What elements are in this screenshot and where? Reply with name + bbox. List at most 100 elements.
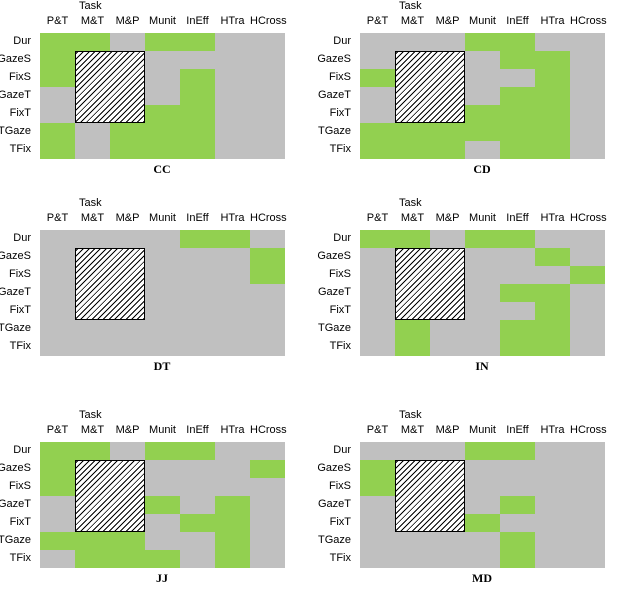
row-header: GazeT: [317, 89, 351, 101]
cell-not-significant: [180, 338, 215, 356]
row-header: FixS: [9, 268, 31, 280]
cell-not-significant: [500, 69, 535, 87]
cell-not-significant: [250, 550, 285, 568]
column-header: P&T: [46, 424, 69, 436]
cell-not-significant: [40, 266, 75, 284]
row-header: TGaze: [0, 125, 31, 137]
cell-not-significant: [430, 532, 465, 550]
cell-not-significant: [110, 320, 145, 338]
cell-not-significant: [465, 460, 500, 478]
cell-not-significant: [110, 338, 145, 356]
cell-not-significant: [570, 496, 605, 514]
heatmap-panel-cc: Task P&T M&T M&P Munit InEff HTra HCross Dur Gaze…: [0, 0, 300, 190]
cell-not-significant: [430, 442, 465, 460]
column-header: Munit: [469, 15, 496, 27]
cell-significant: [500, 123, 535, 141]
cell-not-significant: [465, 51, 500, 69]
hatched-na-block: [75, 248, 145, 320]
column-header: HTra: [220, 424, 245, 436]
cell-not-significant: [360, 248, 395, 266]
cell-significant: [75, 532, 110, 550]
row-header: GazeS: [0, 53, 31, 65]
cell-not-significant: [145, 478, 180, 496]
column-header: Munit: [469, 424, 496, 436]
cell-not-significant: [40, 284, 75, 302]
row-header: Dur: [13, 35, 31, 47]
cell-not-significant: [570, 442, 605, 460]
cell-significant: [360, 69, 395, 87]
cell-not-significant: [180, 266, 215, 284]
cell-not-significant: [215, 87, 250, 105]
cell-not-significant: [535, 230, 570, 248]
cell-not-significant: [40, 302, 75, 320]
cell-not-significant: [250, 478, 285, 496]
cell-significant: [215, 514, 250, 532]
cell-not-significant: [250, 230, 285, 248]
cell-not-significant: [180, 550, 215, 568]
hatched-na-block: [75, 51, 145, 123]
cell-not-significant: [360, 302, 395, 320]
cell-significant: [465, 105, 500, 123]
column-header: P&T: [46, 212, 69, 224]
cell-not-significant: [40, 87, 75, 105]
cell-not-significant: [40, 320, 75, 338]
cell-not-significant: [535, 442, 570, 460]
cell-significant: [180, 69, 215, 87]
task-axis-title: Task: [79, 197, 102, 209]
cell-not-significant: [215, 141, 250, 159]
cell-significant: [395, 230, 430, 248]
row-header: FixT: [9, 107, 31, 119]
column-header: InEff: [186, 15, 209, 27]
column-header: HTra: [540, 15, 565, 27]
cell-not-significant: [250, 69, 285, 87]
cell-significant: [40, 33, 75, 51]
cell-not-significant: [145, 248, 180, 266]
cell-not-significant: [535, 496, 570, 514]
cell-not-significant: [360, 496, 395, 514]
cell-not-significant: [250, 141, 285, 159]
cell-not-significant: [215, 460, 250, 478]
row-header: FixT: [329, 107, 351, 119]
cell-not-significant: [145, 51, 180, 69]
cell-not-significant: [180, 496, 215, 514]
cell-not-significant: [500, 302, 535, 320]
column-header: HCross: [250, 212, 287, 224]
cell-significant: [180, 514, 215, 532]
cell-not-significant: [250, 105, 285, 123]
cell-not-significant: [75, 320, 110, 338]
cell-significant: [40, 141, 75, 159]
hatched-na-block: [75, 460, 145, 532]
hatched-na-block: [395, 460, 465, 532]
cell-significant: [180, 105, 215, 123]
cell-not-significant: [215, 320, 250, 338]
column-header: HCross: [250, 15, 287, 27]
cell-significant: [180, 33, 215, 51]
cell-significant: [250, 248, 285, 266]
cell-not-significant: [215, 51, 250, 69]
cell-significant: [215, 550, 250, 568]
cell-not-significant: [215, 266, 250, 284]
cell-not-significant: [145, 320, 180, 338]
cell-significant: [465, 33, 500, 51]
column-header: M&T: [80, 15, 105, 27]
column-header: M&T: [400, 15, 425, 27]
cell-significant: [500, 284, 535, 302]
cell-not-significant: [40, 338, 75, 356]
cell-not-significant: [145, 266, 180, 284]
cell-significant: [500, 105, 535, 123]
cell-not-significant: [395, 532, 430, 550]
cell-not-significant: [570, 123, 605, 141]
column-header: P&T: [46, 15, 69, 27]
hatched-na-block: [395, 51, 465, 123]
hatched-na-block: [395, 248, 465, 320]
cell-not-significant: [430, 550, 465, 568]
cell-not-significant: [570, 51, 605, 69]
row-header: GazeS: [317, 53, 351, 65]
cell-not-significant: [180, 320, 215, 338]
cell-not-significant: [215, 105, 250, 123]
column-header: InEff: [506, 15, 529, 27]
cell-not-significant: [360, 284, 395, 302]
cell-significant: [40, 69, 75, 87]
cell-not-significant: [395, 33, 430, 51]
cell-not-significant: [145, 302, 180, 320]
